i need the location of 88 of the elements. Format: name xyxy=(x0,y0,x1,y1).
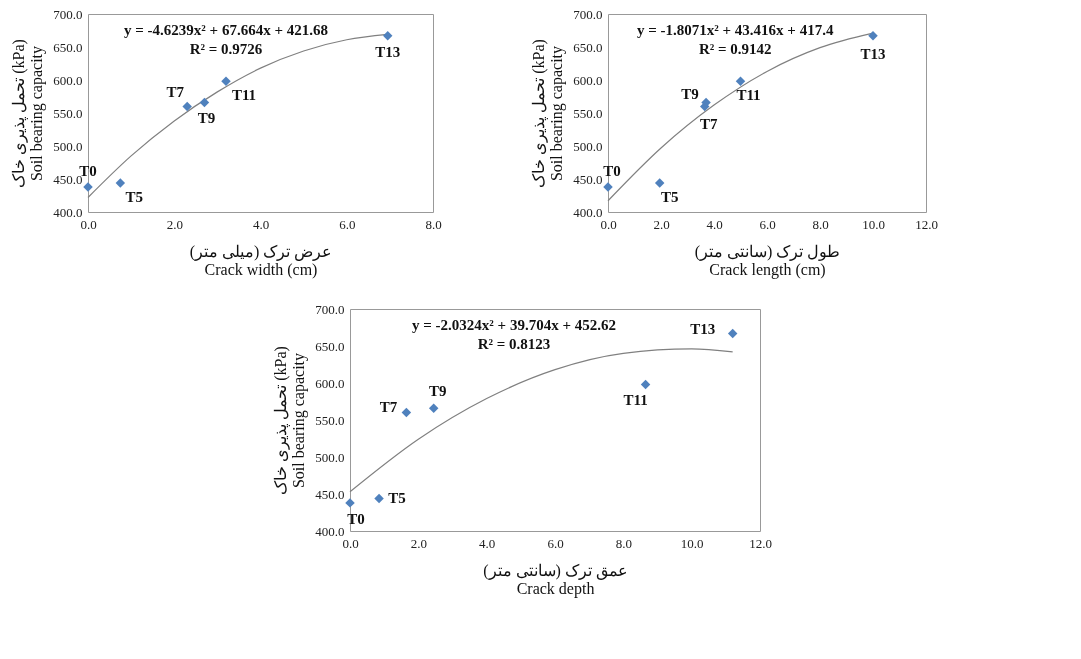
point xyxy=(374,493,384,504)
x-tick-label: 2.0 xyxy=(653,216,670,232)
y-tick-label: 700.0 xyxy=(315,301,345,317)
text: تحمل پذیری خاک (kPa) xyxy=(10,39,28,188)
point xyxy=(182,101,192,112)
y-tick-label: 450.0 xyxy=(315,486,345,502)
text: Crack length (cm) xyxy=(709,260,826,278)
annotation: T11 xyxy=(736,87,761,104)
y-tick-label: 700.0 xyxy=(53,6,83,22)
annotation: T7 xyxy=(379,398,398,415)
annotation: T0 xyxy=(347,510,365,527)
text: Soil bearing capacity xyxy=(290,352,308,489)
y-tick-label: 600.0 xyxy=(573,72,603,88)
text: طول ترک (سانتی متر) xyxy=(694,242,841,260)
annotation: T13 xyxy=(375,43,401,60)
x-tick-label: 4.0 xyxy=(479,535,496,551)
x-tick-label: 0.0 xyxy=(342,535,359,551)
annotation: T11 xyxy=(623,392,648,409)
annotation: T9 xyxy=(428,383,447,400)
annotation: T11 xyxy=(231,87,257,104)
y-tick-label: 650.0 xyxy=(315,338,345,354)
text: عرض ترک (میلی متر) xyxy=(189,242,333,260)
annotation: T7 xyxy=(699,116,718,133)
y-tick-label: 700.0 xyxy=(573,6,603,22)
y-tick-label: 550.0 xyxy=(573,105,603,121)
annotation: R² = 0.9142 xyxy=(698,41,772,57)
y-tick-label: 400.0 xyxy=(315,523,345,539)
y-tick-label: 600.0 xyxy=(315,375,345,391)
text: Crack depth xyxy=(516,579,595,597)
x-tick-label: 6.0 xyxy=(547,535,564,551)
annotation: R² = 0.9726 xyxy=(189,41,263,57)
x-tick-label: 4.0 xyxy=(706,216,723,232)
point xyxy=(382,31,393,41)
text: Soil bearing capacity xyxy=(28,45,46,182)
annotation: T0 xyxy=(603,162,621,179)
y-tick-label: 550.0 xyxy=(315,412,345,428)
point xyxy=(428,403,439,413)
annotation: T5 xyxy=(388,490,406,507)
text: تحمل پذیری خاک (kPa) xyxy=(272,346,290,495)
y-tick-label: 600.0 xyxy=(53,72,83,88)
y-tick-label: 400.0 xyxy=(53,204,83,220)
annotation: y = -2.0324x² + 39.704x + 452.62 xyxy=(412,317,616,333)
point xyxy=(735,76,746,87)
point xyxy=(654,178,665,188)
annotation: T13 xyxy=(690,321,716,338)
text: عمق ترک (سانتی متر) xyxy=(483,561,628,579)
x-tick-label: 0.0 xyxy=(600,216,617,232)
annotation: T5 xyxy=(660,188,679,205)
text: تحمل پذیری خاک (kPa) xyxy=(530,39,548,188)
x-tick-label: 10.0 xyxy=(862,216,885,232)
y-tick-label: 400.0 xyxy=(573,204,603,220)
x-tick-label: 12.0 xyxy=(915,216,938,232)
x-tick-label: 4.0 xyxy=(252,216,270,232)
x-tick-label: 8.0 xyxy=(812,216,829,232)
line-series xyxy=(349,348,734,493)
x-tick-label: 10.0 xyxy=(680,535,704,551)
y-tick-label: 650.0 xyxy=(573,39,603,55)
annotation: y = -1.8071x² + 43.416x + 417.4 xyxy=(637,22,834,38)
x-tick-label: 0.0 xyxy=(80,216,97,232)
y-tick-label: 500.0 xyxy=(573,138,603,154)
y-tick-label: 450.0 xyxy=(573,171,603,187)
y-tick-label: 450.0 xyxy=(53,171,83,187)
y-tick-label: 500.0 xyxy=(315,449,345,465)
y-tick-label: 500.0 xyxy=(53,138,83,154)
annotation: T9 xyxy=(681,86,699,103)
y-tick-label: 550.0 xyxy=(53,105,83,121)
annotation: T9 xyxy=(197,110,216,127)
annotation: R² = 0.8123 xyxy=(477,336,551,352)
text: Soil bearing capacity xyxy=(548,45,566,182)
x-tick-label: 2.0 xyxy=(410,535,427,551)
annotation: T7 xyxy=(166,84,185,101)
annotation: y = -4.6239x² + 67.664x + 421.68 xyxy=(124,22,328,38)
annotation: T13 xyxy=(860,45,886,62)
point xyxy=(640,379,651,390)
point xyxy=(115,178,126,188)
x-tick-label: 8.0 xyxy=(615,535,632,551)
point xyxy=(199,97,210,108)
point xyxy=(401,407,412,418)
point xyxy=(727,328,738,339)
x-tick-label: 6.0 xyxy=(759,216,776,232)
y-tick-label: 650.0 xyxy=(53,39,83,55)
x-tick-label: 2.0 xyxy=(166,216,183,232)
text: Crack width (cm) xyxy=(204,260,318,278)
x-tick-label: 8.0 xyxy=(425,216,442,232)
annotation: T5 xyxy=(125,188,144,205)
x-tick-label: 12.0 xyxy=(749,535,772,551)
point xyxy=(221,76,231,87)
x-tick-label: 6.0 xyxy=(339,216,356,232)
